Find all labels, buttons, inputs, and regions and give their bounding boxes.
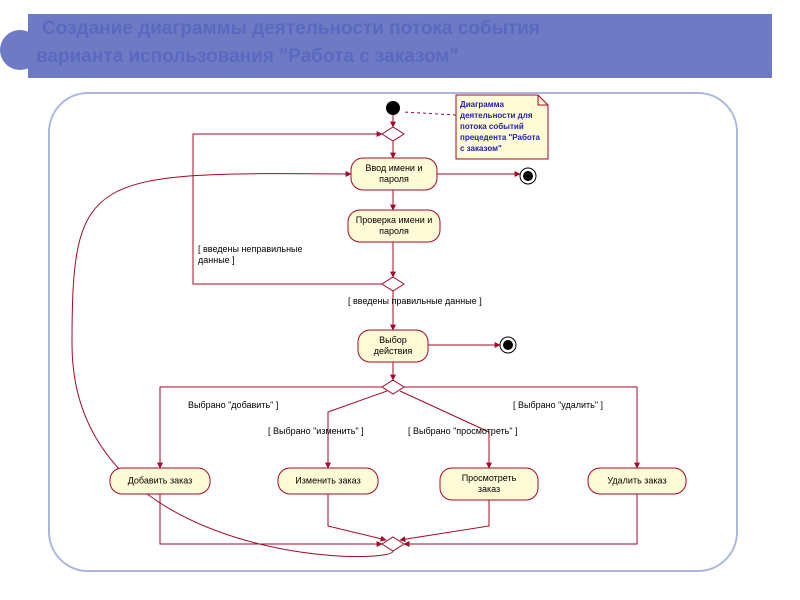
svg-text:с заказом": с заказом" (460, 144, 502, 153)
svg-text:[ Выбрано "изменить" ]: [ Выбрано "изменить" ] (268, 426, 364, 436)
svg-text:[ введены неправильные: [ введены неправильные (198, 244, 303, 254)
svg-text:Ввод имени и: Ввод имени и (366, 163, 423, 173)
svg-text:Выбрано "добавить" ]: Выбрано "добавить" ] (188, 400, 278, 410)
svg-text:Добавить заказ: Добавить заказ (128, 475, 193, 485)
svg-text:действия: действия (374, 346, 413, 356)
svg-text:Изменить заказ: Изменить заказ (295, 475, 360, 485)
svg-text:[ Выбрано "просмотреть" ]: [ Выбрано "просмотреть" ] (408, 426, 518, 436)
svg-text:Просмотреть: Просмотреть (462, 473, 517, 483)
svg-text:данные ]: данные ] (198, 255, 235, 265)
svg-text:прецедента "Работа: прецедента "Работа (460, 133, 541, 142)
svg-text:пароля: пароля (379, 226, 409, 236)
svg-text:Диаграмма: Диаграмма (460, 100, 504, 109)
svg-text:пароля: пароля (379, 174, 409, 184)
title-line1: Создание диаграммы деятельности потока с… (42, 18, 540, 40)
activity-diagram: Ввод имени ипароляПроверка имени ипароля… (48, 92, 738, 572)
svg-text:деятельности для: деятельности для (460, 111, 533, 120)
title-line2: варианта использования "Работа с заказом… (36, 46, 459, 68)
svg-text:[ введены правильные данные ]: [ введены правильные данные ] (348, 296, 482, 306)
svg-text:Выбор: Выбор (379, 335, 407, 345)
svg-text:Удалить заказ: Удалить заказ (607, 475, 666, 485)
svg-text:заказ: заказ (478, 484, 500, 494)
svg-text:[ Выбрано "удалить" ]: [ Выбрано "удалить" ] (513, 400, 603, 410)
svg-text:Проверка имени и: Проверка имени и (356, 215, 433, 225)
svg-text:потока событий: потока событий (460, 122, 524, 131)
